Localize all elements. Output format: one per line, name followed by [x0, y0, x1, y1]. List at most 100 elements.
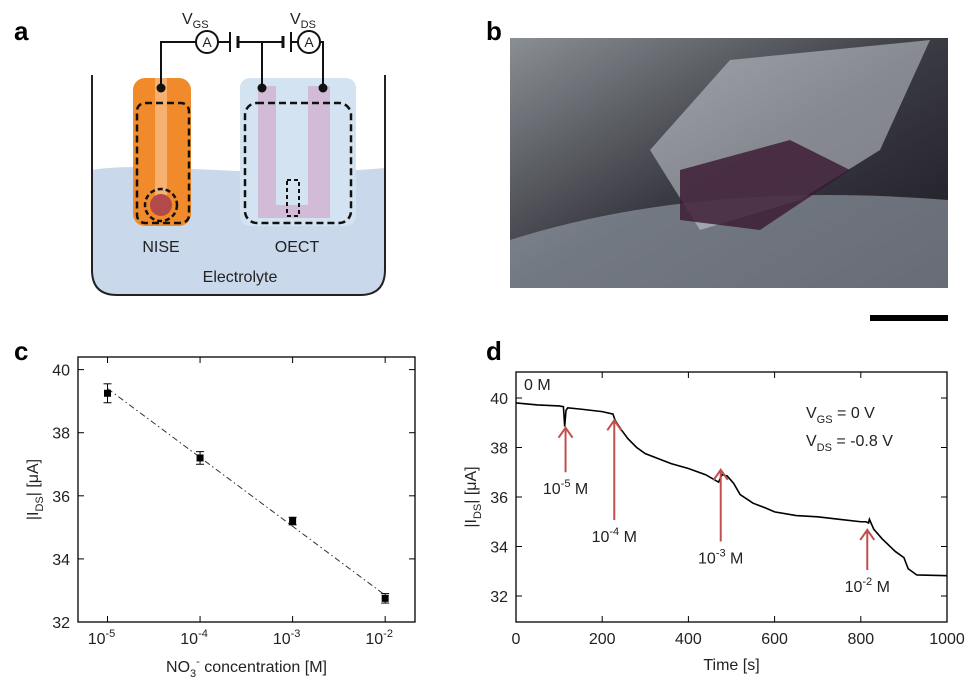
arrow-label: 10-2 M	[845, 576, 890, 596]
oect-label: OECT	[275, 239, 320, 256]
fit-line	[107, 388, 386, 596]
photo	[510, 38, 948, 321]
text: -4	[198, 628, 208, 640]
text: V	[290, 11, 301, 28]
nise-core	[155, 78, 167, 208]
y-tick-label: 32	[490, 589, 508, 606]
arrow	[712, 468, 729, 542]
text: = -0.8 V	[832, 433, 893, 450]
y-tick-label: 32	[52, 615, 70, 632]
text: = 0 V	[833, 405, 876, 422]
x-tick-label: 10-4	[180, 628, 208, 648]
text: -2	[862, 576, 872, 588]
text: -2	[383, 628, 393, 640]
dashed-box	[135, 101, 191, 225]
photo-region	[510, 195, 948, 288]
x-axis-label: Time [s]	[703, 657, 759, 674]
x-tick-label: 1000	[929, 631, 965, 648]
point	[104, 389, 112, 397]
x-tick-label: 400	[675, 631, 702, 648]
y-tick-label: 34	[490, 540, 508, 557]
dashed-box	[243, 101, 353, 225]
text: NO	[166, 659, 190, 676]
text: DS	[817, 442, 832, 454]
text: -3	[716, 548, 726, 560]
text: V	[806, 433, 817, 450]
text: -5	[561, 478, 571, 490]
text: -3	[291, 628, 301, 640]
x-tick-label: 10-2	[365, 628, 393, 648]
text: 3	[190, 668, 196, 677]
annotation: VGS = 0 V	[806, 405, 875, 426]
text: 10	[698, 551, 716, 568]
arrow	[606, 418, 623, 521]
text: V	[806, 405, 817, 422]
panel-label: a	[14, 16, 29, 46]
y-tick-label: 36	[490, 490, 508, 507]
text: DS	[34, 496, 46, 511]
x-tick-label: 200	[589, 631, 616, 648]
beaker	[91, 75, 386, 296]
ammeter-label: A	[304, 34, 314, 50]
annotation: VDS = -0.8 V	[806, 433, 893, 454]
junction	[318, 83, 328, 93]
text: 10	[592, 529, 610, 546]
panel-label: d	[486, 336, 502, 366]
y-tick-label: 34	[52, 552, 70, 569]
arrow-label: 10-5 M	[543, 478, 588, 498]
text: DS	[472, 504, 484, 519]
text: -4	[609, 526, 619, 538]
text: -	[196, 656, 200, 668]
point	[196, 454, 204, 462]
dashed-box	[286, 179, 300, 217]
y-tick-label: 38	[52, 426, 70, 443]
y-tick-label: 40	[52, 363, 70, 380]
text: |I	[463, 519, 480, 528]
text: 10	[273, 631, 291, 648]
text: M	[619, 529, 637, 546]
annotation: 0 M	[524, 377, 551, 394]
y-tick-label: 38	[490, 440, 508, 457]
text: 10	[180, 631, 198, 648]
junction	[257, 83, 267, 93]
wires	[160, 41, 324, 88]
oect-channel	[258, 86, 330, 218]
nise-label: NISE	[142, 239, 179, 256]
text: M	[726, 551, 744, 568]
membrane	[150, 194, 172, 216]
ammeter	[195, 30, 219, 54]
vgs-label: VGS	[182, 11, 209, 31]
y-tick-label: 36	[52, 489, 70, 506]
x-tick-label: 800	[847, 631, 874, 648]
text: V	[182, 11, 193, 28]
x-tick-label: 10-3	[273, 628, 301, 648]
panel-label: b	[486, 16, 502, 46]
text: | [μA]	[463, 466, 480, 503]
ammeter	[297, 30, 321, 54]
text: GS	[193, 19, 209, 31]
text: |I	[25, 512, 42, 521]
vds-label: VDS	[290, 11, 316, 31]
ammeter-label: A	[202, 34, 212, 50]
text: GS	[817, 414, 833, 426]
junction	[156, 83, 166, 93]
text: DS	[301, 19, 316, 31]
text: -5	[106, 628, 116, 640]
y-axis-label: |IDS| [μA]	[25, 459, 46, 520]
panel-label: c	[14, 336, 28, 366]
text: concentration [M]	[200, 659, 327, 676]
arrow-label: 10-4 M	[592, 526, 637, 546]
x-tick-label: 0	[512, 631, 521, 648]
dashed-circle	[143, 187, 179, 223]
x-axis-label: NO3- concentration [M]	[166, 656, 327, 677]
line	[515, 402, 948, 577]
arrow	[557, 425, 574, 473]
plot-frame	[77, 356, 416, 623]
y-tick-label: 40	[490, 391, 508, 408]
arrow	[859, 528, 876, 571]
text: 10	[365, 631, 383, 648]
text: M	[872, 579, 890, 596]
text: 10	[88, 631, 106, 648]
text: | [μA]	[25, 459, 42, 496]
